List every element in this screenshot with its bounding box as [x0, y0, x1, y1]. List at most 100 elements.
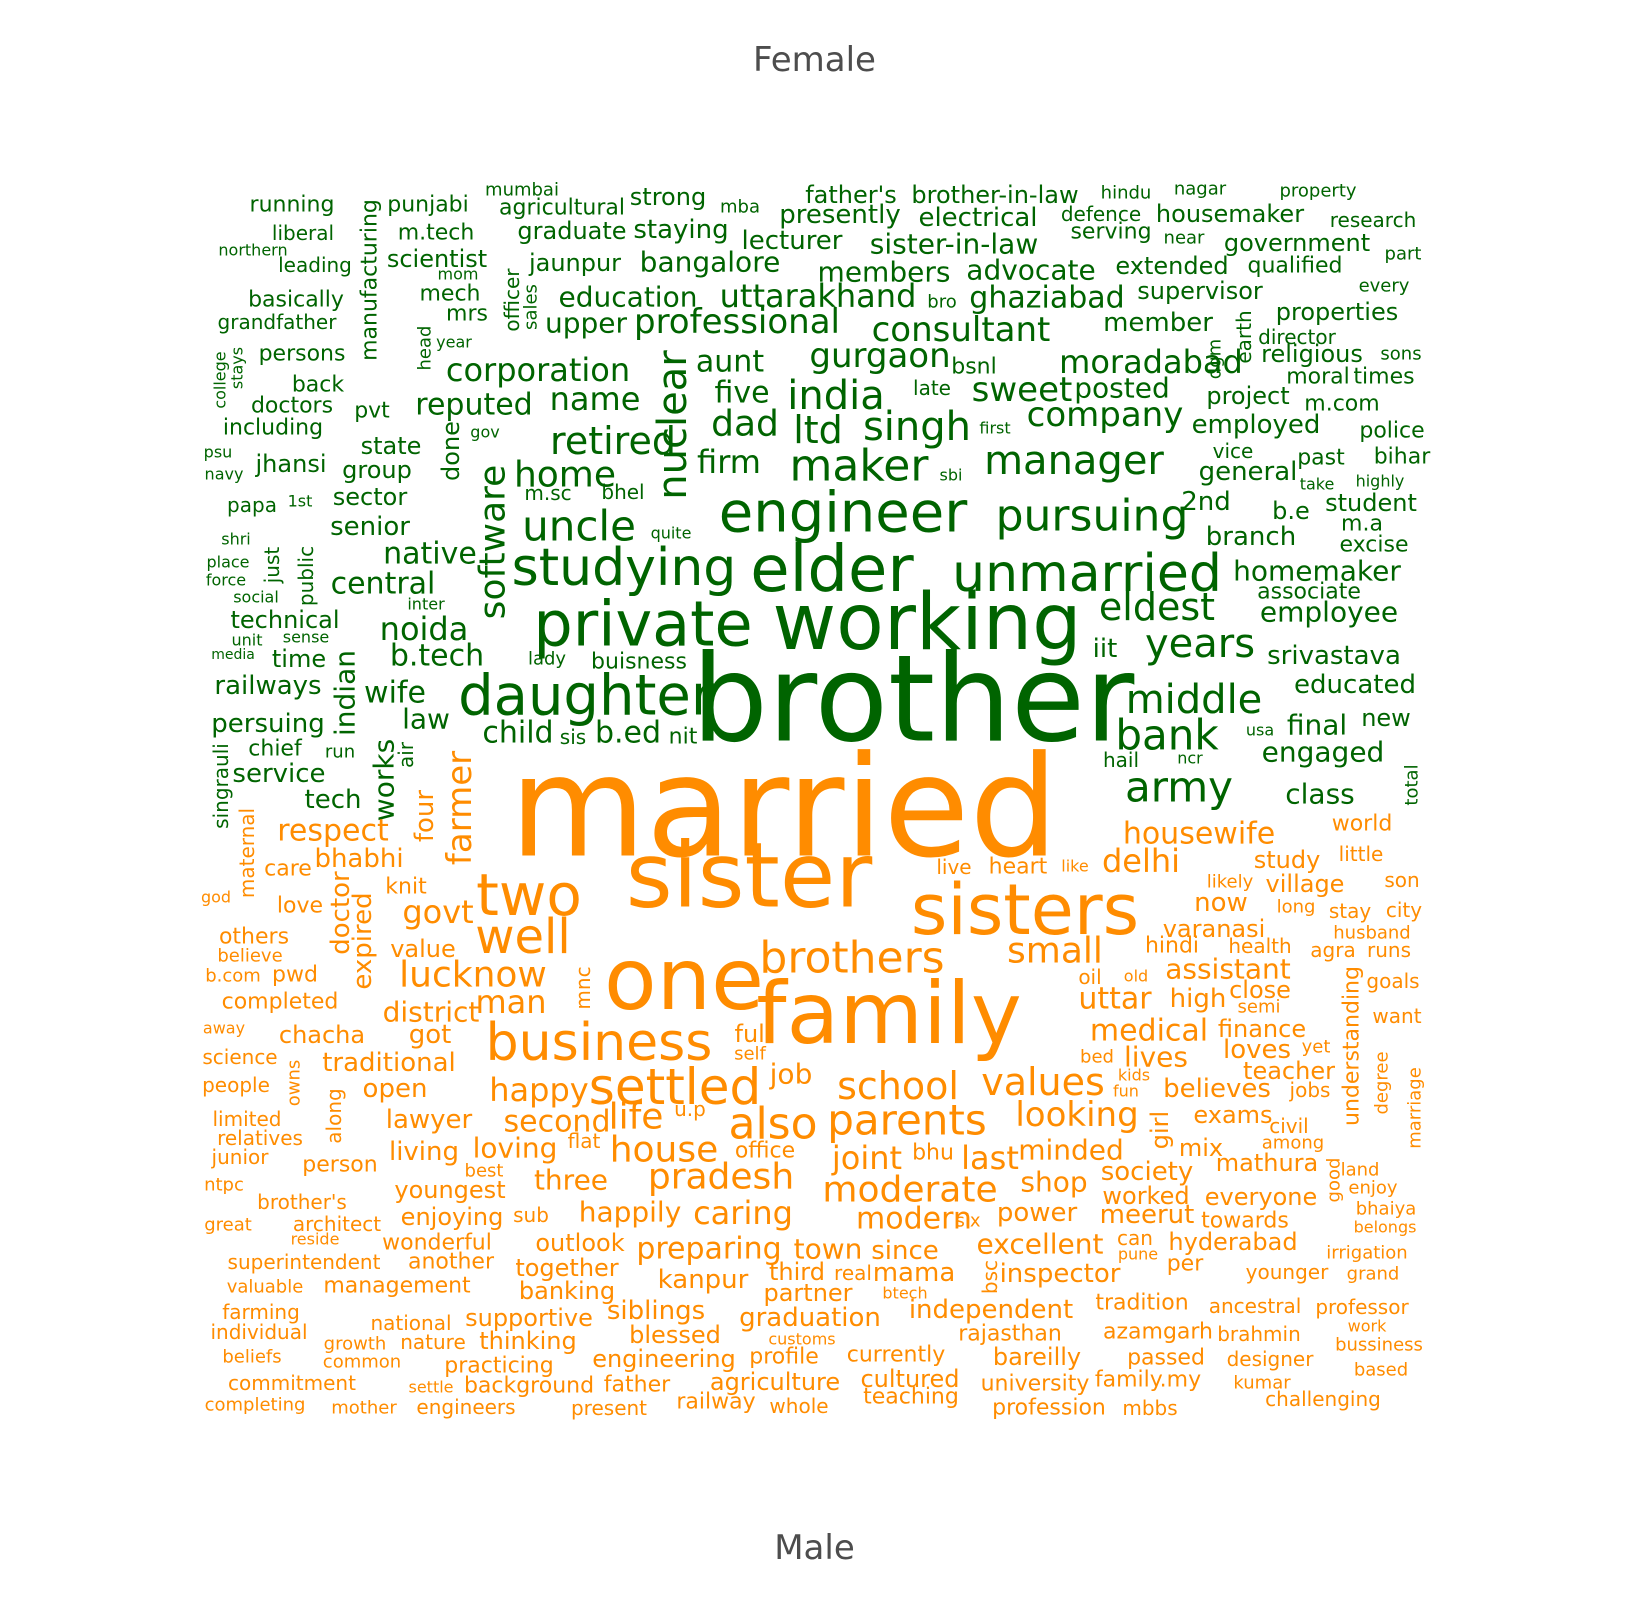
word-female-sector: sector — [333, 483, 408, 511]
word-female-hail: hail — [1103, 748, 1139, 772]
word-male-minded: minded — [1018, 1134, 1124, 1167]
word-male-u-p: u.p — [674, 1097, 706, 1121]
word-female-gurgaon: gurgaon — [809, 336, 950, 376]
word-female-media: media — [211, 647, 255, 663]
word-male-brother-s: brother's — [257, 1190, 347, 1214]
word-female-research: research — [1330, 208, 1417, 232]
word-female-studying: studying — [512, 538, 737, 598]
word-male-god: god — [201, 888, 231, 907]
word-female-sense: sense — [283, 628, 330, 647]
word-male-marriage: marriage — [1405, 1067, 1426, 1149]
word-female-engaged: engaged — [1262, 736, 1385, 769]
word-male-towards: towards — [1201, 1209, 1289, 1234]
word-male-irrigation: irrigation — [1326, 1243, 1407, 1264]
word-male-partner: partner — [763, 1279, 852, 1307]
word-male-delhi: delhi — [1102, 842, 1180, 880]
word-male-nature: nature — [400, 1330, 466, 1354]
word-female-back: back — [292, 373, 345, 398]
word-female-father-s: father's — [805, 181, 897, 209]
word-male-pune: pune — [1118, 1245, 1158, 1264]
word-female-head: head — [415, 326, 436, 371]
word-female-ncr: ncr — [1177, 749, 1203, 768]
word-male-family-my: family.my — [1095, 1368, 1201, 1393]
word-male-national: national — [370, 1311, 451, 1335]
word-female-upper: upper — [545, 307, 628, 340]
word-male-ancestral: ancestral — [1209, 1294, 1302, 1318]
word-male-best: best — [465, 1161, 504, 1182]
word-female-working: working — [772, 578, 1081, 668]
word-female-hindu: hindu — [1101, 183, 1152, 204]
word-male-among: among — [1262, 1133, 1324, 1154]
word-male-great: great — [204, 1215, 252, 1236]
word-female-officer: officer — [500, 268, 524, 332]
word-female-moradabad: moradabad — [1059, 343, 1243, 381]
word-male-per: per — [1167, 1252, 1205, 1277]
word-male-three: three — [534, 1164, 608, 1197]
word-male-town: town — [794, 1233, 863, 1266]
word-male-second: second — [504, 1105, 611, 1140]
word-female-retired: retired — [550, 419, 676, 463]
word-female-mom: mom — [438, 265, 479, 284]
word-male-meerut: meerut — [1100, 1200, 1195, 1230]
word-female-indian: indian — [329, 650, 362, 736]
word-female-past: past — [1297, 446, 1345, 471]
word-male-beliefs: beliefs — [222, 1347, 281, 1368]
word-male-kumar: kumar — [1233, 1373, 1291, 1394]
word-male-relatives: relatives — [217, 1126, 303, 1150]
word-male-along: along — [322, 1088, 346, 1143]
word-female-nit: nit — [669, 725, 698, 750]
word-male-mother: mother — [331, 1398, 397, 1419]
word-male-little: little — [1339, 842, 1384, 866]
word-male-value: value — [390, 935, 456, 963]
word-female-india: india — [787, 373, 884, 419]
word-male-another: another — [408, 1250, 495, 1275]
word-female-central: central — [331, 567, 436, 602]
word-female-elder: elder — [750, 533, 914, 607]
word-female-gov: gov — [470, 423, 499, 442]
word-female-m-sc: m.sc — [524, 481, 571, 505]
word-male-junior: junior — [211, 1145, 270, 1169]
word-female-psu: psu — [204, 443, 233, 462]
word-female-punjabi: punjabi — [387, 193, 469, 218]
word-female-unmarried: unmarried — [952, 544, 1222, 604]
word-male-civil: civil — [1269, 1114, 1309, 1138]
word-male-background: background — [464, 1374, 594, 1399]
word-female-bhel: bhel — [601, 480, 644, 504]
word-female-northern: northern — [218, 241, 287, 260]
word-male-land: land — [1341, 1160, 1380, 1181]
word-male-lives: lives — [1124, 1041, 1188, 1074]
word-male-supportive: supportive — [465, 1304, 593, 1332]
word-male-inspector: inspector — [1000, 1259, 1121, 1289]
word-female-qualified: qualified — [1248, 254, 1343, 279]
word-female-defence: defence — [1061, 202, 1141, 226]
word-female-five: five — [714, 376, 769, 411]
word-male-bhu: bhu — [912, 1141, 954, 1166]
word-female-company: company — [1027, 395, 1184, 435]
word-male-mix: mix — [1179, 1134, 1223, 1162]
word-male-since: since — [871, 1236, 939, 1266]
word-female-religious: religious — [1261, 340, 1363, 368]
word-male-runs: runs — [1367, 938, 1411, 962]
word-female-software: software — [473, 465, 514, 620]
word-male-enjoying: enjoying — [401, 1203, 504, 1231]
word-male-present: present — [571, 1396, 647, 1420]
word-male-management: management — [323, 1274, 471, 1299]
word-female-persons: persons — [259, 342, 346, 367]
word-male-joint: joint — [831, 1139, 902, 1177]
word-male-house: house — [610, 1130, 719, 1171]
word-male-kids: kids — [1118, 1066, 1150, 1085]
word-female-social: social — [233, 588, 279, 607]
word-male-degree: degree — [1372, 1051, 1393, 1114]
word-male-banking: banking — [519, 1277, 615, 1305]
word-male-away: away — [203, 1019, 245, 1038]
word-female-extended: extended — [1115, 252, 1228, 280]
word-male-belongs: belongs — [1354, 1218, 1417, 1237]
word-male-good: good — [1324, 1158, 1345, 1203]
word-male-currently: currently — [847, 1343, 946, 1368]
word-male-farming: farming — [222, 1300, 300, 1324]
word-male-practicing: practicing — [444, 1354, 553, 1379]
word-male-university: university — [981, 1372, 1090, 1397]
word-male-tradition: tradition — [1095, 1291, 1188, 1316]
word-female-branch: branch — [1206, 522, 1296, 552]
